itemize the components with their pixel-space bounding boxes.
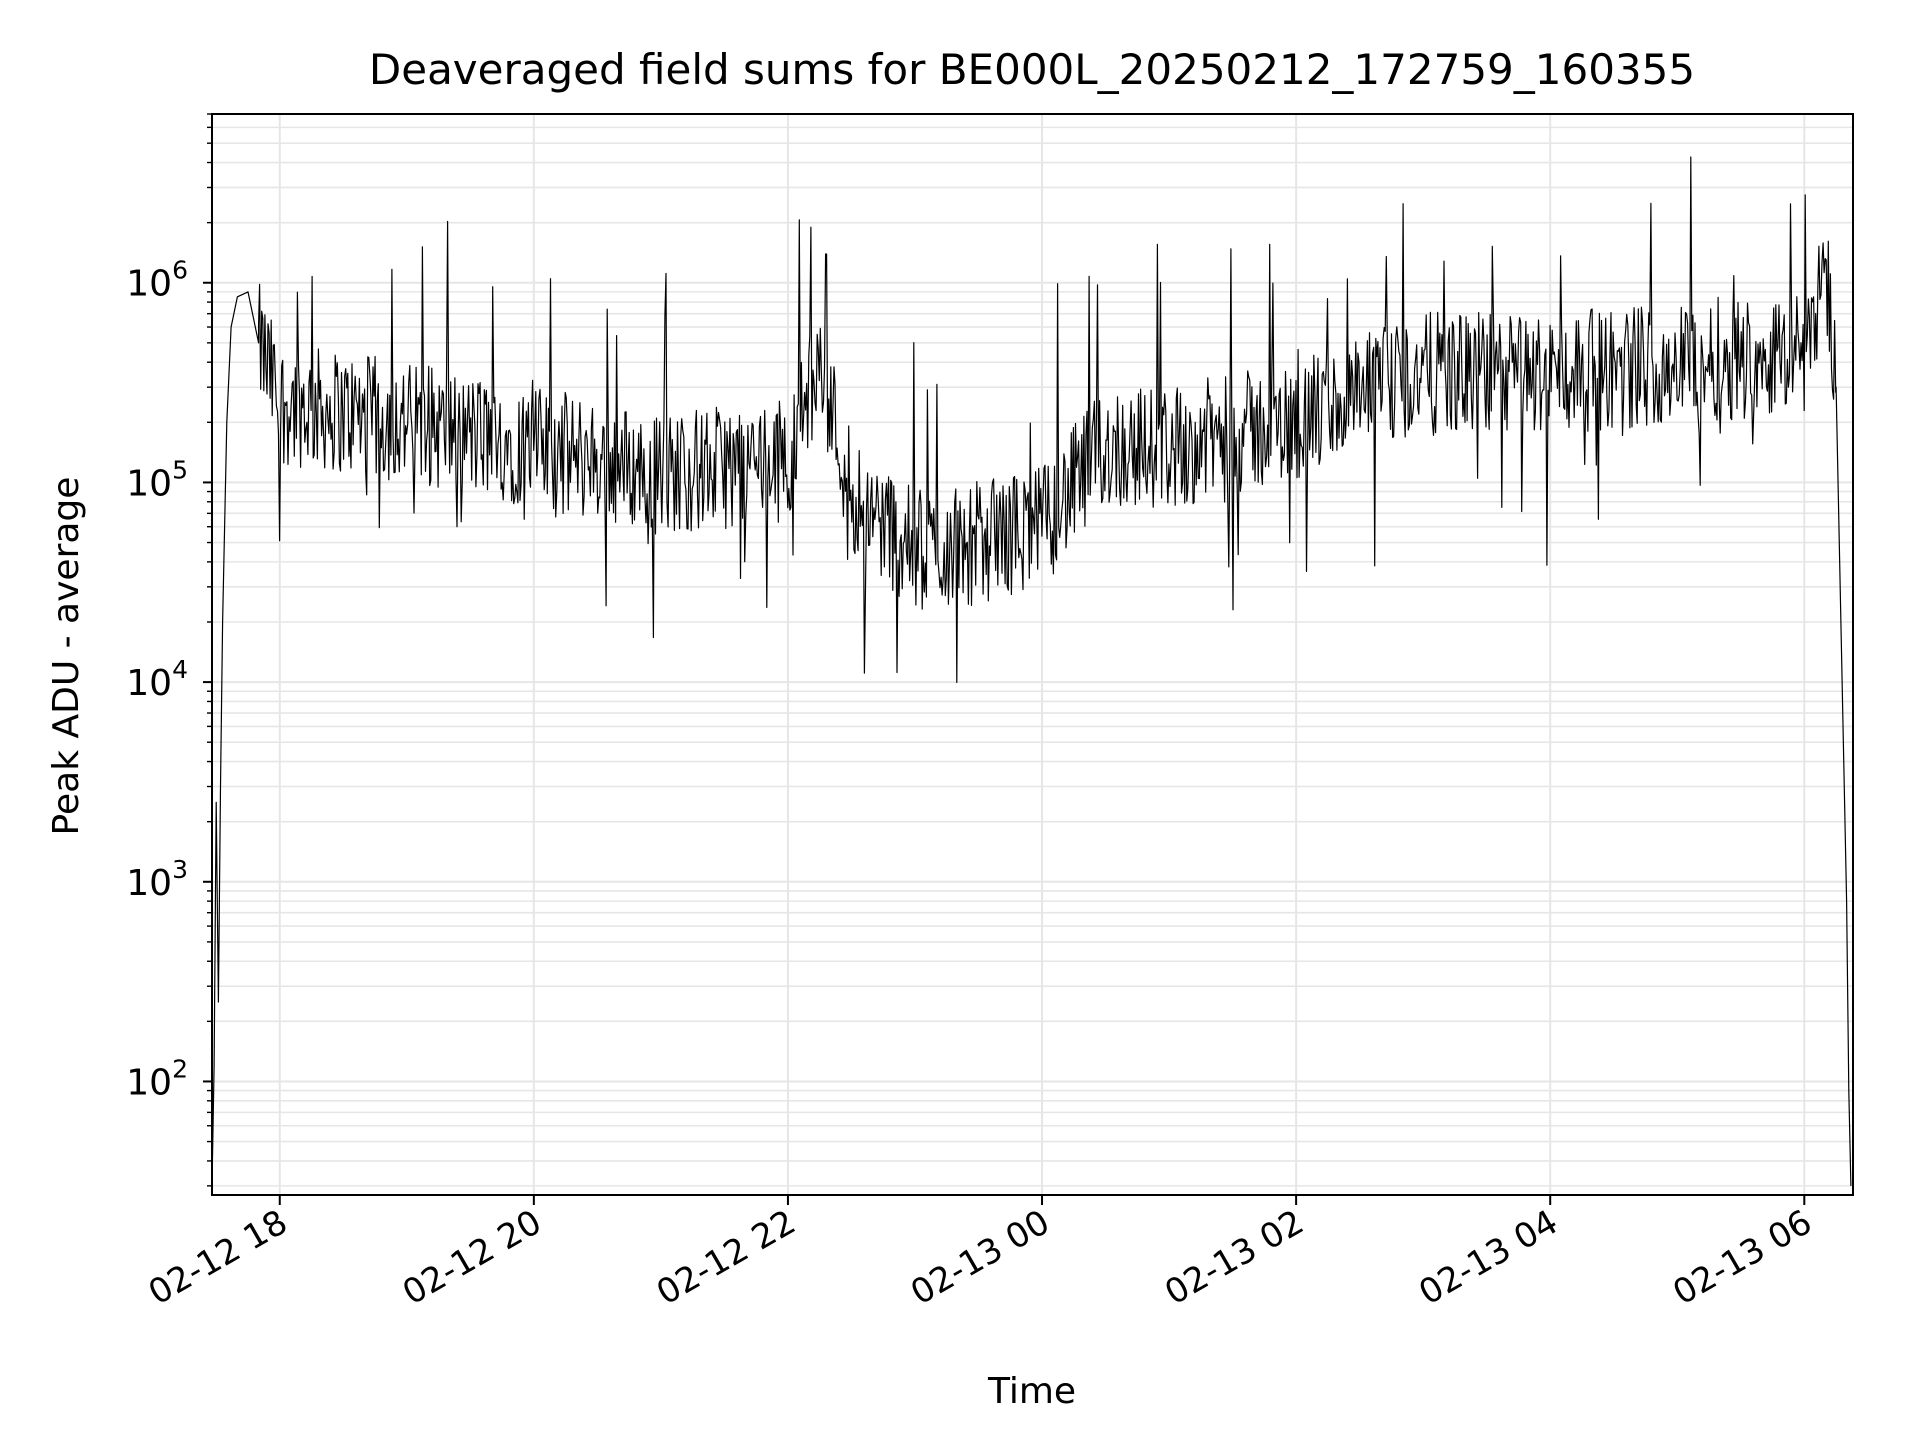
x-axis-label: Time (987, 1371, 1076, 1412)
y-tick-label: 103 (126, 855, 188, 904)
x-tick-label: 02-12 22 (650, 1202, 802, 1313)
x-tick-label: 02-13 06 (1666, 1202, 1818, 1313)
y-axis: 102 103 104 105 106 (126, 113, 212, 1187)
x-tick-label: 02-12 20 (396, 1202, 548, 1313)
x-axis: 02-12 18 02-12 20 02-12 22 02-13 00 02-13 02… (142, 1195, 1819, 1313)
y-tick-label: 105 (126, 455, 188, 504)
x-tick-label: 02-13 04 (1412, 1202, 1564, 1313)
series-line (211, 156, 1852, 1186)
y-tick-label: 102 (126, 1054, 188, 1103)
y-tick-label: 104 (126, 655, 188, 704)
y-axis-label: Peak ADU - average (46, 477, 87, 836)
plot-area (211, 113, 1854, 1196)
series-layer (211, 156, 1852, 1186)
grid (212, 113, 1853, 1195)
x-tick-label: 02-12 18 (142, 1202, 294, 1313)
x-tick-label: 02-13 02 (1158, 1202, 1310, 1313)
y-tick-label: 106 (126, 256, 188, 305)
chart-title: Deaveraged field sums for BE000L_2025021… (369, 45, 1695, 94)
x-tick-label: 02-13 00 (904, 1202, 1056, 1313)
